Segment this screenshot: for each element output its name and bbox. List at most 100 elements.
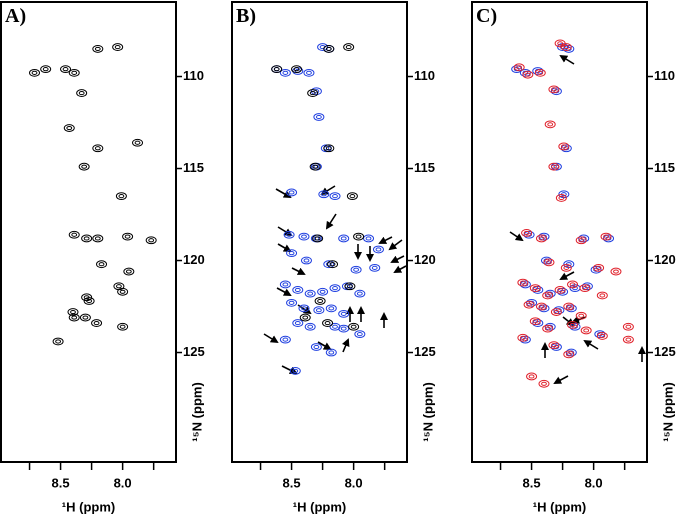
- peak-core: [116, 284, 122, 289]
- peak-core: [319, 289, 326, 294]
- peak-core: [345, 44, 352, 50]
- peak-core: [528, 374, 535, 379]
- peak-contour: [600, 232, 612, 241]
- peak-contour: [554, 286, 566, 294]
- peak-core: [124, 234, 131, 239]
- peak-core: [301, 306, 307, 311]
- x-axis-label: ¹H (ppm): [293, 499, 346, 514]
- peak-contour: [526, 298, 538, 307]
- peak-core: [118, 194, 125, 199]
- peak-contour: [548, 341, 560, 350]
- peak-contour: [304, 322, 316, 331]
- peak-core: [148, 238, 155, 243]
- peak-contour: [550, 87, 562, 96]
- peak-contour: [350, 265, 362, 274]
- peak-core: [328, 306, 335, 311]
- peak-contour: [542, 291, 554, 300]
- peak-contour: [299, 313, 311, 322]
- peak-core: [526, 302, 532, 307]
- peak-contour: [534, 68, 546, 77]
- y-tick-label: 115: [183, 160, 204, 175]
- peak-contour: [327, 260, 339, 269]
- peak-core: [347, 284, 353, 289]
- peak-contour: [317, 287, 329, 296]
- peak-contour: [348, 322, 360, 331]
- peak-contour: [279, 280, 291, 289]
- peak-core: [317, 298, 324, 304]
- peak-core: [340, 326, 347, 331]
- peak-core: [340, 236, 347, 241]
- peak-core: [125, 269, 132, 274]
- peak-contour: [132, 138, 144, 147]
- peak-core: [524, 72, 531, 77]
- peak-core: [42, 67, 49, 72]
- peak-contour: [517, 278, 529, 287]
- x-tick-label: 8.5: [52, 475, 70, 490]
- peak-contour: [96, 260, 108, 269]
- peak-core: [325, 146, 332, 151]
- peak-contour: [325, 304, 337, 313]
- peak-contour: [298, 304, 310, 313]
- peak-core: [71, 232, 78, 237]
- peak-core: [294, 287, 301, 293]
- peak-core: [599, 293, 606, 298]
- peak-contour: [307, 89, 319, 97]
- peak-core: [519, 280, 526, 285]
- peak-contour: [271, 65, 283, 74]
- peak-core: [98, 262, 105, 267]
- peak-core: [86, 298, 93, 304]
- peak-core: [563, 265, 570, 270]
- peak-core: [282, 337, 289, 342]
- peak-core: [315, 308, 322, 313]
- peak-contour: [550, 308, 562, 316]
- peak-core: [83, 236, 90, 241]
- peak-core: [537, 70, 544, 75]
- peak-core: [603, 234, 609, 239]
- peak-contour: [83, 297, 95, 305]
- peak-contour: [29, 68, 41, 77]
- peak-contour: [123, 267, 135, 276]
- peak-contour: [622, 335, 634, 344]
- peak-core: [356, 332, 363, 337]
- peak-core: [293, 67, 300, 72]
- peak-contour: [67, 308, 79, 316]
- peak-contour: [343, 43, 355, 51]
- peak-contour: [292, 286, 304, 294]
- peak-core: [371, 265, 378, 270]
- peak-core: [583, 328, 590, 333]
- peak-core: [546, 260, 552, 265]
- peak-core: [301, 234, 307, 239]
- peak-core: [66, 125, 73, 131]
- y-tick-label: 120: [414, 252, 436, 267]
- peak-core: [365, 236, 372, 241]
- peak-contour: [519, 68, 531, 77]
- y-tick-label: 125: [414, 344, 436, 359]
- peak-contour: [511, 65, 523, 74]
- peak-core: [355, 234, 362, 239]
- peak-contour: [532, 286, 544, 294]
- peak-core: [541, 381, 547, 386]
- peak-core: [307, 324, 314, 329]
- peak-core: [565, 304, 572, 309]
- peak-core: [70, 309, 76, 315]
- peak-contour: [52, 337, 64, 346]
- peak-core: [578, 238, 585, 243]
- peak-core: [81, 164, 88, 169]
- peak-core: [578, 313, 585, 318]
- y-tick-label: 120: [183, 252, 205, 267]
- peak-contour: [117, 287, 129, 296]
- peak-core: [569, 322, 576, 328]
- peak-core: [292, 368, 299, 374]
- peak-contour: [286, 249, 298, 258]
- peak-contour: [313, 113, 325, 121]
- peak-core: [595, 265, 602, 270]
- peak-contour: [560, 144, 572, 153]
- peak-contour: [68, 313, 80, 322]
- peak-core: [544, 326, 551, 331]
- peak-contour: [563, 302, 575, 311]
- peak-core: [288, 190, 295, 195]
- peak-contour: [81, 234, 93, 243]
- peak-contour: [310, 343, 322, 351]
- y-tick-label: 120: [654, 252, 676, 267]
